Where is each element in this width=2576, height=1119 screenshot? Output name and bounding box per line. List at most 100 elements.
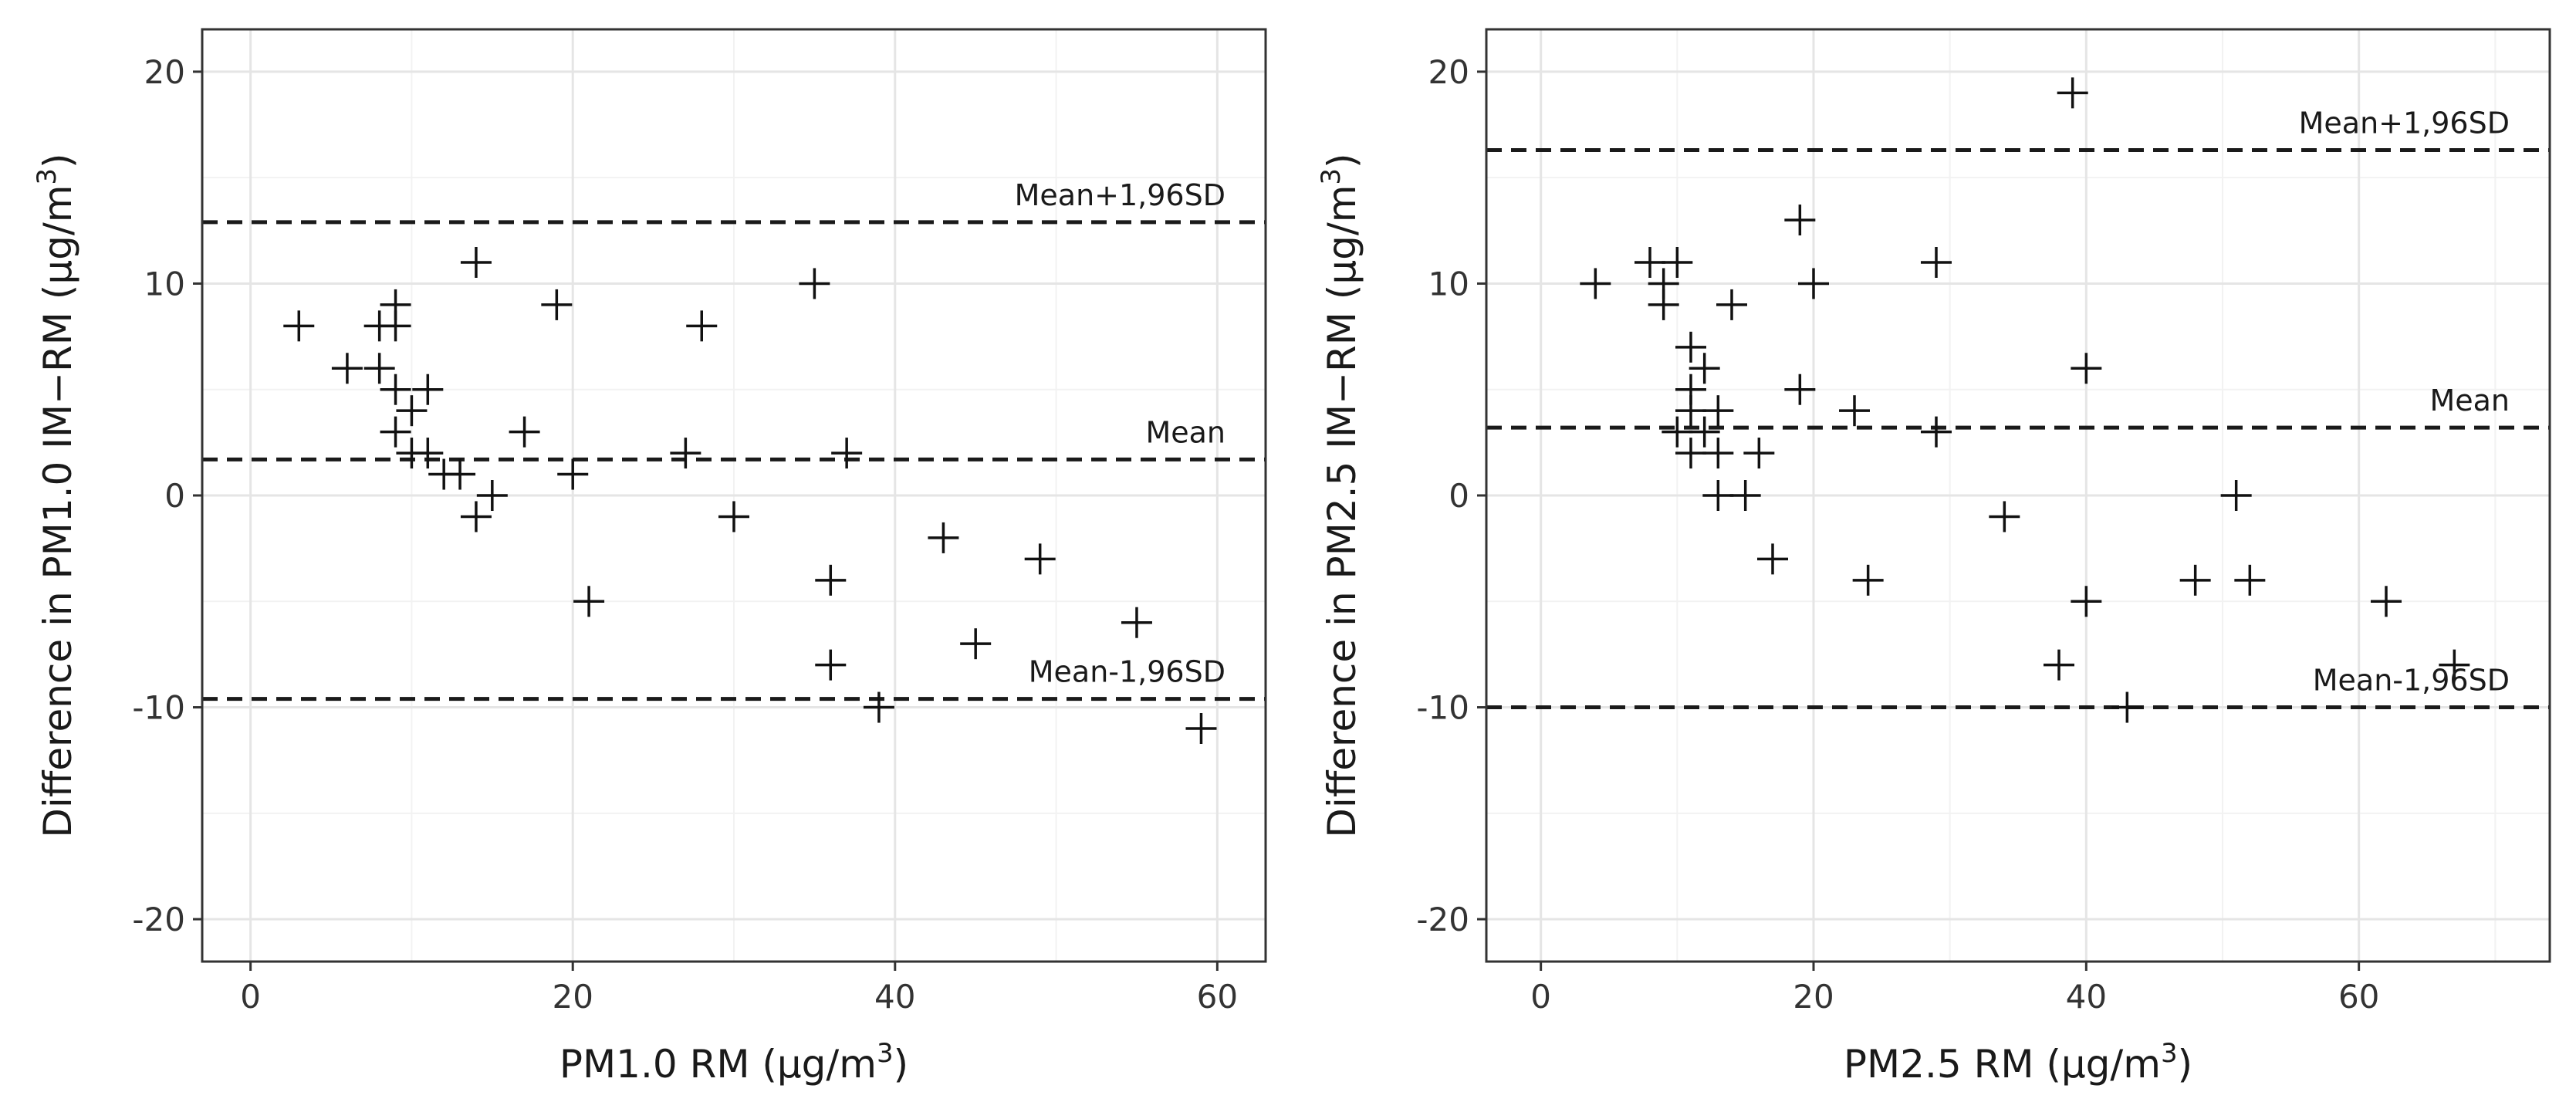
data-point [2234, 564, 2266, 596]
data-point [1702, 395, 1734, 427]
data-point [815, 649, 847, 681]
data-point [396, 395, 428, 427]
data-point [1757, 543, 1788, 575]
data-point [1921, 416, 1952, 448]
data-point [1635, 247, 1665, 278]
data-point [815, 564, 847, 596]
data-point [1689, 353, 1720, 384]
y-tick-label: -10 [132, 689, 185, 727]
y-tick-label: 10 [1428, 265, 1469, 303]
data-point [1662, 247, 1693, 278]
reference-label-mean-1-96sd: Mean+1,96SD [1015, 178, 1225, 212]
data-point [799, 268, 830, 299]
x-axis-title: PM1.0 RM (µg/m3) [559, 1038, 908, 1087]
x-axis-title: PM2.5 RM (µg/m3) [1844, 1038, 2192, 1087]
major-gridlines [202, 29, 1266, 962]
reference-label-mean-1-96sd: Mean-1,96SD [1029, 655, 1225, 689]
data-point [331, 353, 363, 384]
data-point [509, 416, 540, 448]
y-tick-label: 20 [144, 53, 185, 91]
data-points [283, 247, 1217, 744]
data-point [445, 458, 476, 490]
data-point [2179, 564, 2211, 596]
data-point [380, 310, 411, 342]
data-point [412, 438, 444, 469]
reference-label-mean-1-96sd: Mean-1,96SD [2313, 664, 2510, 698]
data-point [1784, 374, 1816, 405]
y-tick-label: 10 [144, 265, 185, 303]
x-tick-label: 0 [1530, 978, 1551, 1016]
axis-ticks: 0 20 40 60 -20 -10 0 10 20 [132, 53, 1238, 1016]
data-point [1702, 480, 1734, 511]
data-point [1729, 480, 1761, 511]
x-tick-label: 20 [552, 978, 593, 1016]
data-point [2439, 649, 2470, 681]
reference-label-mean: Mean [1145, 415, 1225, 449]
data-point [2057, 77, 2088, 109]
y-axis-title: Difference in PM1.0 IM−RM (µg/m3) [32, 153, 80, 837]
reference-labels: Mean+1,96SD Mean Mean-1,96SD [2299, 106, 2510, 697]
data-point [928, 522, 959, 553]
y-tick-label: -20 [132, 901, 185, 938]
x-tick-label: 40 [2066, 978, 2107, 1016]
data-point [1024, 543, 1056, 575]
y-axis-title: Difference in PM2.5 IM−RM (µg/m3) [1316, 153, 1364, 837]
data-point [1839, 395, 1870, 427]
data-point [2071, 586, 2102, 617]
data-point [2220, 480, 2252, 511]
data-point [283, 310, 315, 342]
data-point [1921, 247, 1952, 278]
data-point [863, 691, 894, 723]
data-point [541, 289, 573, 320]
reference-label-mean: Mean [2429, 384, 2510, 418]
reference-lines [202, 220, 1266, 701]
y-tick-label: 0 [1449, 477, 1469, 515]
data-point [1852, 564, 1884, 596]
x-tick-label: 20 [1793, 978, 1834, 1016]
data-point [2071, 353, 2102, 384]
data-point [573, 586, 605, 617]
y-tick-label: 0 [164, 477, 185, 515]
x-tick-label: 0 [240, 978, 261, 1016]
data-point [412, 374, 444, 405]
data-point [557, 458, 589, 490]
y-tick-label: -10 [1416, 689, 1469, 727]
data-point [460, 501, 492, 532]
data-points [1580, 77, 2470, 723]
data-point [1662, 416, 1693, 448]
data-point [831, 438, 863, 469]
reference-labels: Mean+1,96SD Mean Mean-1,96SD [1015, 178, 1225, 689]
data-point [960, 628, 992, 660]
data-point [1675, 331, 1706, 363]
data-point [1185, 713, 1217, 744]
data-point [1689, 416, 1720, 448]
data-point [2044, 649, 2074, 681]
data-point [718, 501, 749, 532]
data-point [476, 480, 508, 511]
data-point [1121, 607, 1152, 638]
data-point [1580, 268, 1611, 299]
data-point [1675, 438, 1706, 469]
data-point [1702, 438, 1734, 469]
data-point [363, 353, 395, 384]
data-point [380, 416, 411, 448]
data-point [2111, 691, 2143, 723]
reference-label-mean-1-96sd: Mean+1,96SD [2299, 106, 2510, 140]
x-tick-label: 60 [1197, 978, 1238, 1016]
data-point [1989, 501, 2020, 532]
axis-ticks: 0 20 40 60 -20 -10 0 10 20 [1416, 53, 2379, 1016]
data-point [1784, 205, 1816, 236]
data-point [380, 374, 411, 405]
data-point [1798, 268, 1829, 299]
data-point [1648, 289, 1679, 320]
data-point [686, 310, 718, 342]
data-point [1743, 438, 1775, 469]
data-point [1675, 395, 1706, 427]
y-tick-label: -20 [1416, 901, 1469, 938]
y-tick-label: 20 [1428, 53, 1469, 91]
data-point [460, 247, 492, 278]
